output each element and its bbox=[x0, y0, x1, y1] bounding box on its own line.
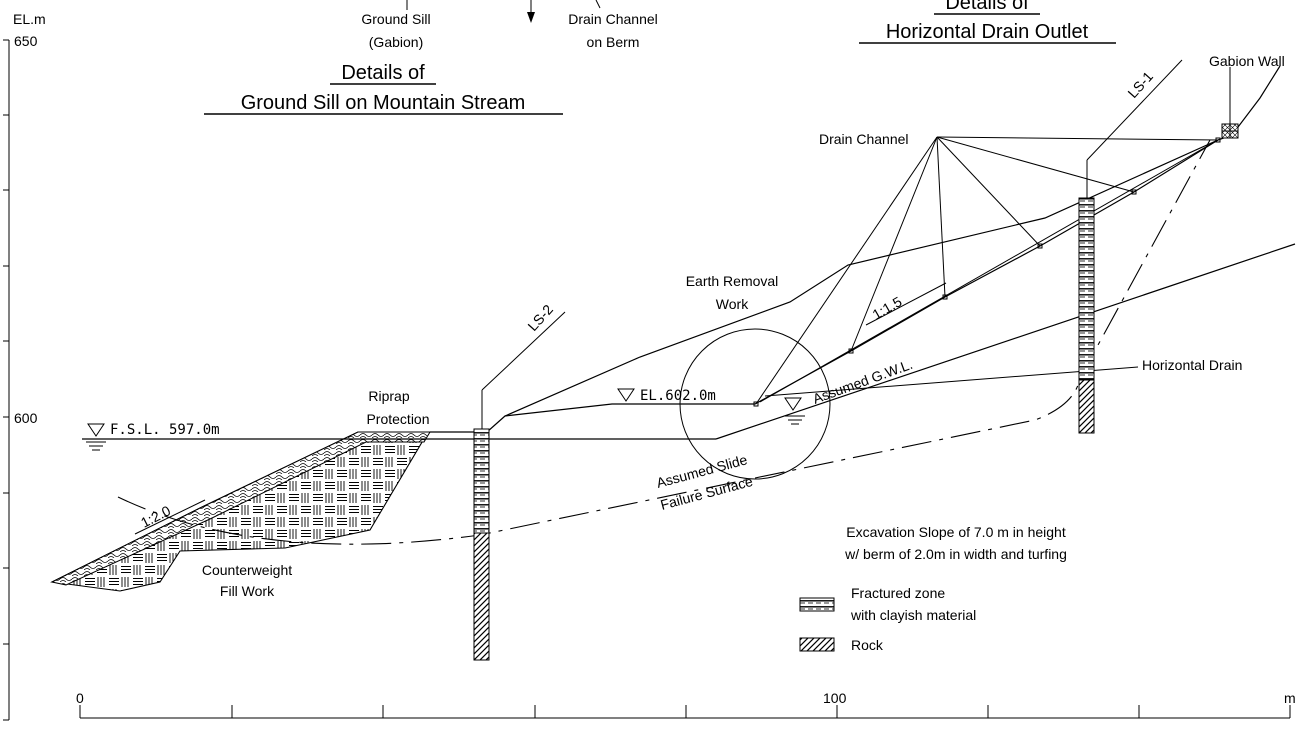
riprap-label-line1: Riprap bbox=[368, 388, 409, 404]
ground-sill-details-line1: Details of bbox=[341, 62, 425, 84]
horizontal-axis bbox=[79, 705, 1291, 719]
ls1-label: LS-1 bbox=[1124, 68, 1156, 101]
detail-circle bbox=[679, 328, 831, 480]
drain-channel-label: Drain Channel bbox=[819, 131, 909, 147]
riprap-protection bbox=[50, 431, 431, 586]
riprap-label-line2: Protection bbox=[366, 411, 429, 427]
legend-fractured-line1: Fractured zone bbox=[851, 585, 945, 601]
legend-fractured-swatch bbox=[799, 597, 835, 612]
slope-mark-upper bbox=[865, 282, 947, 326]
slide-failure-surface bbox=[117, 139, 1211, 545]
vertical-axis bbox=[3, 39, 10, 721]
slope-ratio-upper: 1:1.5 bbox=[870, 293, 905, 323]
el-602-label: EL.602.0m bbox=[640, 388, 716, 404]
drain-channel-berm-line1: Drain Channel bbox=[568, 11, 658, 27]
x-axis-unit: m bbox=[1284, 690, 1296, 706]
drain-outlet-details-line2: Horizontal Drain Outlet bbox=[886, 21, 1089, 43]
excavation-note-line1: Excavation Slope of 7.0 m in height bbox=[846, 524, 1066, 540]
legend-rock-label: Rock bbox=[851, 637, 884, 653]
ground-sill-label-line2: (Gabion) bbox=[369, 34, 423, 50]
ground-sill-label-line1: Ground Sill bbox=[361, 11, 430, 27]
legend-rock-swatch bbox=[799, 637, 835, 652]
gabion-wall-label: Gabion Wall bbox=[1209, 53, 1285, 69]
x-tick-100: 100 bbox=[823, 690, 847, 706]
water-level-icon bbox=[86, 423, 106, 451]
el-602-marker-icon bbox=[617, 388, 635, 402]
fsl-label: F.S.L. 597.0m bbox=[110, 422, 220, 438]
slope-mark-lower bbox=[134, 499, 206, 535]
ground-profile bbox=[504, 139, 1219, 417]
legend: Fractured zone with clayish material Roc… bbox=[799, 585, 976, 653]
drain-channel-berm-line2: on Berm bbox=[587, 34, 640, 50]
counterweight-label-line1: Counterweight bbox=[202, 562, 292, 578]
borehole-ls2 bbox=[473, 311, 566, 661]
excavation-note-line2: w/ berm of 2.0m in width and turfing bbox=[844, 546, 1067, 562]
gwl-marker-icon bbox=[784, 397, 805, 425]
y-tick-650: 650 bbox=[14, 33, 38, 49]
legend-fractured-line2: with clayish material bbox=[850, 607, 976, 623]
earth-removal-label-line2: Work bbox=[716, 296, 749, 312]
borehole-ls1 bbox=[1078, 59, 1183, 434]
horizontal-drain-label: Horizontal Drain bbox=[1142, 357, 1242, 373]
drain-outlet-details-line1: Details of bbox=[945, 0, 1029, 14]
y-tick-600: 600 bbox=[14, 410, 38, 426]
gwl-line bbox=[715, 243, 1296, 440]
earth-removal-label-line1: Earth Removal bbox=[686, 273, 779, 289]
down-arrow-icon bbox=[527, 0, 535, 23]
horizontal-drain-lines bbox=[759, 139, 1219, 403]
ground-sill-details-line2: Ground Sill on Mountain Stream bbox=[241, 92, 526, 114]
counterweight-label-line2: Fill Work bbox=[220, 583, 275, 599]
gabion-wall-icon bbox=[1221, 67, 1239, 139]
x-tick-0: 0 bbox=[76, 690, 84, 706]
ls2-label: LS-2 bbox=[524, 301, 556, 334]
drain-channel-leaders bbox=[755, 136, 1219, 405]
y-axis-unit: EL.m bbox=[13, 11, 46, 27]
